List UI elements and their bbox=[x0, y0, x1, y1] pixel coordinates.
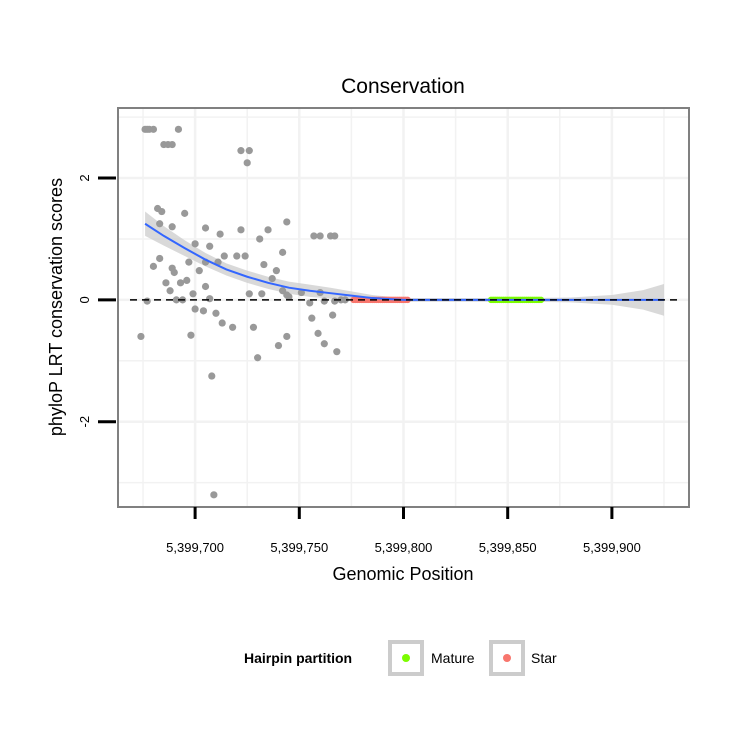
data-point bbox=[260, 260, 268, 269]
data-point bbox=[316, 232, 324, 240]
data-point bbox=[241, 252, 249, 260]
data-point bbox=[243, 159, 251, 167]
data-point bbox=[229, 323, 237, 331]
data-point bbox=[185, 258, 193, 266]
data-point bbox=[329, 311, 337, 319]
data-point bbox=[212, 309, 220, 317]
data-point bbox=[320, 297, 328, 305]
legend-dot-mature bbox=[402, 654, 410, 662]
data-point bbox=[199, 307, 208, 315]
data-point bbox=[274, 341, 283, 350]
y-axis: -2 0 2 bbox=[77, 174, 116, 427]
data-point bbox=[176, 279, 185, 287]
data-point bbox=[254, 354, 262, 362]
legend-dot-star bbox=[503, 654, 511, 662]
data-point bbox=[331, 232, 339, 240]
data-point bbox=[256, 235, 264, 243]
data-point bbox=[258, 290, 266, 298]
grid bbox=[118, 108, 689, 507]
data-point bbox=[137, 332, 145, 341]
legend-entry-star: Star bbox=[489, 640, 557, 676]
data-point bbox=[174, 125, 183, 133]
data-point bbox=[156, 220, 164, 228]
data-point bbox=[143, 297, 151, 305]
legend: Hairpin partition Mature Star bbox=[244, 640, 557, 676]
data-point bbox=[201, 224, 210, 232]
chart-title: Conservation bbox=[341, 75, 465, 98]
data-point bbox=[156, 254, 164, 263]
data-point bbox=[341, 296, 349, 304]
ci-band bbox=[145, 211, 664, 316]
legend-label-mature: Mature bbox=[431, 650, 475, 666]
x-axis: 5,399,700 5,399,750 5,399,800 5,399,850 5,39… bbox=[166, 507, 641, 555]
x-tick-label: 5,399,900 bbox=[583, 540, 641, 555]
y-tick-label: 0 bbox=[77, 296, 92, 303]
data-point bbox=[283, 332, 291, 341]
data-point bbox=[306, 299, 314, 307]
data-point bbox=[158, 207, 166, 216]
data-point bbox=[210, 491, 218, 499]
x-axis-label: Genomic Position bbox=[332, 564, 473, 584]
legend-title: Hairpin partition bbox=[244, 650, 352, 666]
data-points bbox=[137, 125, 349, 499]
data-point bbox=[218, 319, 226, 327]
data-point bbox=[183, 276, 191, 284]
data-point bbox=[283, 291, 291, 299]
y-axis-label: phyloP LRT conservation scores bbox=[46, 178, 66, 436]
data-point bbox=[233, 252, 241, 260]
data-point bbox=[181, 209, 189, 217]
legend-label-star: Star bbox=[531, 650, 557, 666]
data-point bbox=[191, 240, 199, 248]
data-point bbox=[245, 290, 253, 298]
data-point bbox=[168, 223, 176, 231]
data-point bbox=[149, 125, 158, 133]
data-point bbox=[170, 268, 178, 277]
data-point bbox=[249, 323, 258, 331]
data-point bbox=[189, 290, 197, 298]
data-point bbox=[264, 226, 272, 234]
data-point bbox=[237, 226, 245, 234]
legend-entry-mature: Mature bbox=[388, 640, 475, 676]
data-point bbox=[191, 305, 199, 313]
data-point bbox=[216, 230, 224, 238]
data-point bbox=[201, 282, 210, 291]
data-point bbox=[308, 314, 316, 322]
data-point bbox=[195, 267, 203, 275]
data-point bbox=[149, 262, 158, 270]
data-point bbox=[206, 242, 214, 250]
y-tick-label: -2 bbox=[77, 416, 92, 428]
data-point bbox=[272, 267, 280, 275]
y-tick-label: 2 bbox=[77, 174, 92, 181]
data-point bbox=[245, 147, 253, 155]
data-point bbox=[331, 297, 339, 305]
data-point bbox=[268, 274, 276, 283]
data-point bbox=[333, 348, 341, 356]
data-point bbox=[208, 372, 216, 380]
data-point bbox=[162, 279, 170, 287]
data-point bbox=[187, 331, 195, 339]
data-point bbox=[168, 140, 176, 149]
data-point bbox=[172, 296, 180, 304]
data-point bbox=[310, 232, 318, 240]
x-tick-label: 5,399,800 bbox=[375, 540, 433, 555]
x-tick-label: 5,399,700 bbox=[166, 540, 224, 555]
data-point bbox=[314, 329, 322, 337]
data-point bbox=[206, 295, 214, 303]
data-point bbox=[237, 147, 245, 155]
data-point bbox=[166, 287, 174, 295]
data-point bbox=[283, 218, 291, 226]
x-tick-label: 5,399,750 bbox=[270, 540, 328, 555]
confidence-band bbox=[145, 211, 664, 316]
data-point bbox=[279, 248, 287, 256]
data-point bbox=[320, 340, 328, 348]
data-point bbox=[220, 252, 228, 260]
x-tick-label: 5,399,850 bbox=[479, 540, 537, 555]
